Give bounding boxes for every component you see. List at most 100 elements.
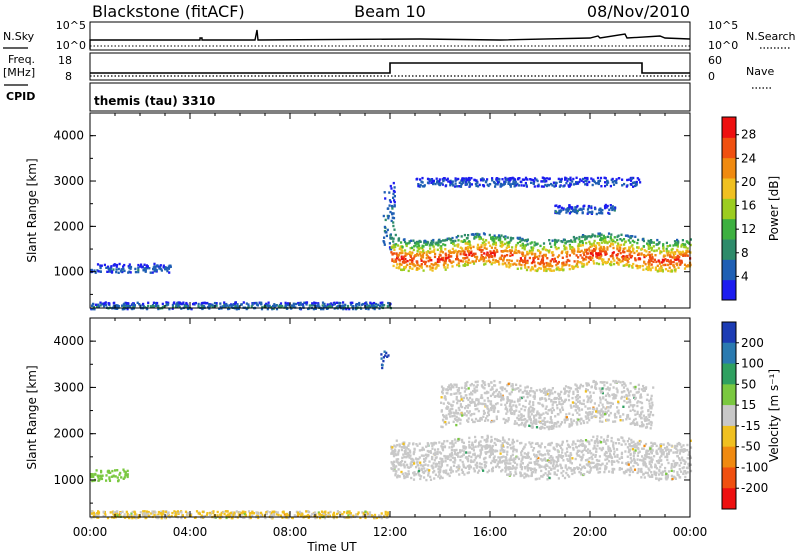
velocity-pixel [115, 514, 118, 517]
velocity-pixel [550, 455, 553, 458]
power-pixel [407, 269, 410, 273]
power-pixel [464, 242, 467, 245]
velocity-pixel [206, 512, 209, 515]
power-pixel [473, 237, 476, 240]
power-pixel [539, 252, 542, 255]
velocity-pixel [546, 464, 549, 468]
power-pixel [250, 305, 253, 308]
velocity-pixel [452, 444, 455, 448]
power-pixel [180, 302, 183, 306]
velocity-pixel [418, 467, 421, 470]
power-pixel [475, 236, 478, 239]
power-pixel [404, 267, 407, 270]
velocity-pixel [445, 469, 448, 472]
velocity-pixel [573, 467, 576, 470]
velocity-pixel [478, 462, 481, 465]
power-pixel [567, 208, 570, 212]
power-pixel [601, 263, 604, 266]
power-pixel [555, 263, 558, 267]
power-pixel [680, 251, 683, 255]
velocity-pixel [407, 453, 410, 457]
velocity-pixel [449, 468, 452, 471]
velocity-pixel [407, 472, 410, 476]
power-pixel [617, 249, 620, 253]
power-pixel [531, 248, 534, 252]
velocity-pixel [559, 446, 563, 450]
velocity-pixel [568, 475, 571, 478]
velocity-pixel [496, 449, 499, 453]
velocity-pixel [451, 440, 454, 443]
power-pixel [585, 250, 588, 253]
velocity-pixel [566, 468, 569, 471]
velocity-pixel [137, 514, 141, 517]
power-pixel [563, 244, 566, 247]
velocity-pixel [531, 441, 534, 445]
power-pixel [500, 254, 503, 257]
velocity-pixel [491, 468, 494, 471]
power-pixel [393, 252, 396, 255]
power-pixel [392, 224, 395, 228]
velocity-pixel [467, 411, 470, 415]
velocity-pixel [639, 401, 642, 404]
velocity-pixel [507, 462, 510, 465]
power-pixel [483, 240, 486, 244]
velocity-pixel [500, 396, 503, 399]
power-pixel [647, 267, 651, 270]
velocity-pixel [549, 461, 552, 465]
velocity-pixel [576, 454, 579, 457]
velocity-pixel [484, 451, 487, 454]
power-pixel [656, 270, 659, 273]
velocity-pixel [432, 462, 435, 465]
velocity-pixel [483, 464, 487, 467]
power-pixel [614, 241, 617, 244]
velocity-pixel [665, 448, 668, 451]
power-pixel [554, 182, 557, 186]
power-pixel [442, 256, 445, 260]
velocity-pixel [657, 478, 661, 482]
velocity-pixel [444, 455, 447, 458]
power-pixel [440, 245, 443, 248]
velocity-pixel [682, 466, 685, 469]
power-pixel [393, 201, 396, 204]
velocity-pixel [560, 466, 564, 470]
power-pixel [235, 308, 238, 311]
power-pixel [451, 265, 454, 268]
velocity-pixel [515, 448, 518, 452]
power-pixel [686, 247, 689, 250]
power-pixel [105, 303, 108, 307]
velocity-pixel [561, 451, 564, 454]
velocity-pixel [553, 471, 556, 474]
power-pixel [522, 244, 525, 247]
power-pixel [425, 256, 428, 260]
velocity-pixel [523, 476, 526, 479]
power-pixel [575, 181, 578, 184]
power-pixel [454, 239, 457, 243]
velocity-pixel [397, 449, 400, 452]
velocity-pixel [500, 403, 503, 406]
power-pixel [575, 236, 578, 240]
velocity-pixel [676, 444, 679, 448]
velocity-pixel [655, 477, 658, 480]
power-pixel [570, 239, 573, 242]
velocity-pixel [615, 442, 618, 445]
velocity-pixel [484, 466, 487, 469]
velocity-pixel [464, 451, 468, 454]
velocity-pixel [101, 474, 104, 477]
power-pixel [593, 249, 596, 252]
power-pixel [445, 257, 448, 260]
power-pixel [539, 250, 542, 254]
power-pixel [387, 301, 390, 305]
velocity-pixel [411, 457, 414, 461]
power-pixel [656, 238, 659, 242]
velocity-pixel [439, 475, 442, 478]
power-pixel [105, 266, 108, 269]
velocity-pixel [650, 452, 653, 455]
power-pixel [609, 244, 612, 248]
velocity-pixel [509, 443, 512, 447]
velocity-pixel [423, 476, 426, 479]
power-pixel [488, 253, 491, 257]
power-pixel [436, 260, 439, 264]
velocity-pixel [489, 453, 493, 456]
velocity-pixel [479, 440, 482, 443]
